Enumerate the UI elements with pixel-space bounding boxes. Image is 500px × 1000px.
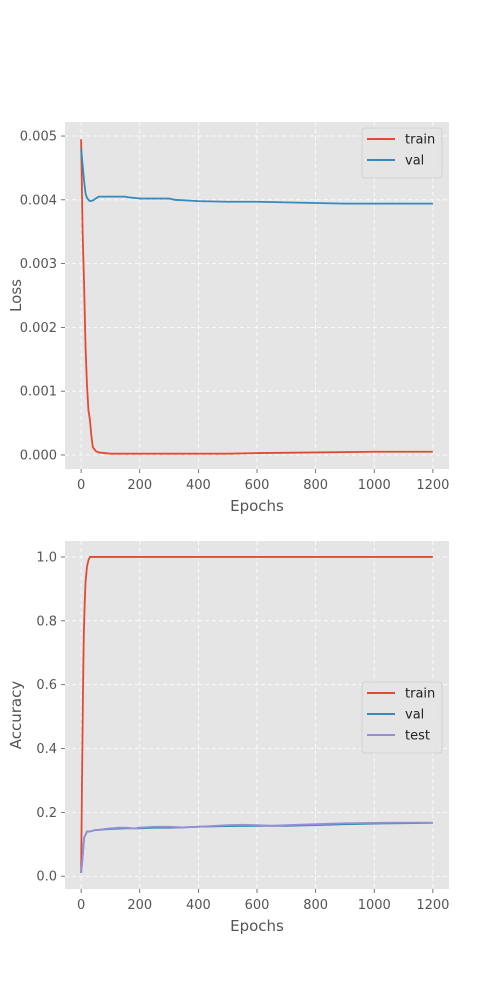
- loss-y-tick-label: 0.003: [20, 257, 57, 272]
- loss-y-tick-label: 0.004: [20, 193, 57, 208]
- loss-legend-label-train: train: [405, 133, 435, 148]
- accuracy-x-tick-label: 600: [245, 898, 270, 913]
- loss-chart: 0 200 400 600 800 1000 1200 0.000 0.001 0.002 0.00…: [7, 122, 449, 515]
- loss-y-tick-label: 0.002: [20, 321, 57, 336]
- loss-y-axis-label: Loss: [7, 279, 25, 312]
- accuracy-legend-label-val: val: [405, 708, 424, 723]
- accuracy-y-tick-label: 0.0: [36, 870, 57, 885]
- loss-y-tick-label: 0.000: [20, 448, 57, 463]
- accuracy-y-tick-label: 1.0: [36, 550, 57, 565]
- accuracy-x-tick-label: 1200: [416, 898, 449, 913]
- accuracy-legend-label-test: test: [405, 729, 430, 744]
- accuracy-legend-label-train: train: [405, 687, 435, 702]
- accuracy-x-tick-label: 1000: [358, 898, 391, 913]
- loss-x-tick-label: 1000: [358, 478, 391, 493]
- accuracy-x-tick-label: 0: [77, 898, 85, 913]
- loss-legend-label-val: val: [405, 154, 424, 169]
- accuracy-x-tick-label: 400: [186, 898, 211, 913]
- accuracy-y-tick-label: 0.8: [36, 614, 57, 629]
- loss-x-tick-label: 200: [127, 478, 152, 493]
- loss-legend: train val: [362, 128, 442, 178]
- accuracy-x-tick-label: 200: [127, 898, 152, 913]
- accuracy-x-axis-label: Epochs: [230, 917, 284, 935]
- loss-x-tick-label: 400: [186, 478, 211, 493]
- accuracy-y-tick-label: 0.6: [36, 678, 57, 693]
- loss-x-axis-label: Epochs: [230, 497, 284, 515]
- loss-y-tick-label: 0.001: [20, 385, 57, 400]
- accuracy-y-axis-label: Accuracy: [7, 681, 25, 750]
- accuracy-legend: train val test: [362, 682, 442, 753]
- loss-y-tick-label: 0.005: [20, 130, 57, 145]
- accuracy-y-tick-label: 0.4: [36, 742, 57, 757]
- accuracy-x-tick-label: 800: [303, 898, 328, 913]
- accuracy-chart: 0 200 400 600 800 1000 1200 0.0 0.2 0.4 0.6 0.8 1.0 E…: [7, 541, 449, 935]
- loss-x-tick-label: 800: [303, 478, 328, 493]
- loss-x-tick-label: 1200: [416, 478, 449, 493]
- accuracy-y-tick-label: 0.2: [36, 806, 57, 821]
- loss-x-tick-label: 600: [245, 478, 270, 493]
- loss-x-tick-label: 0: [77, 478, 85, 493]
